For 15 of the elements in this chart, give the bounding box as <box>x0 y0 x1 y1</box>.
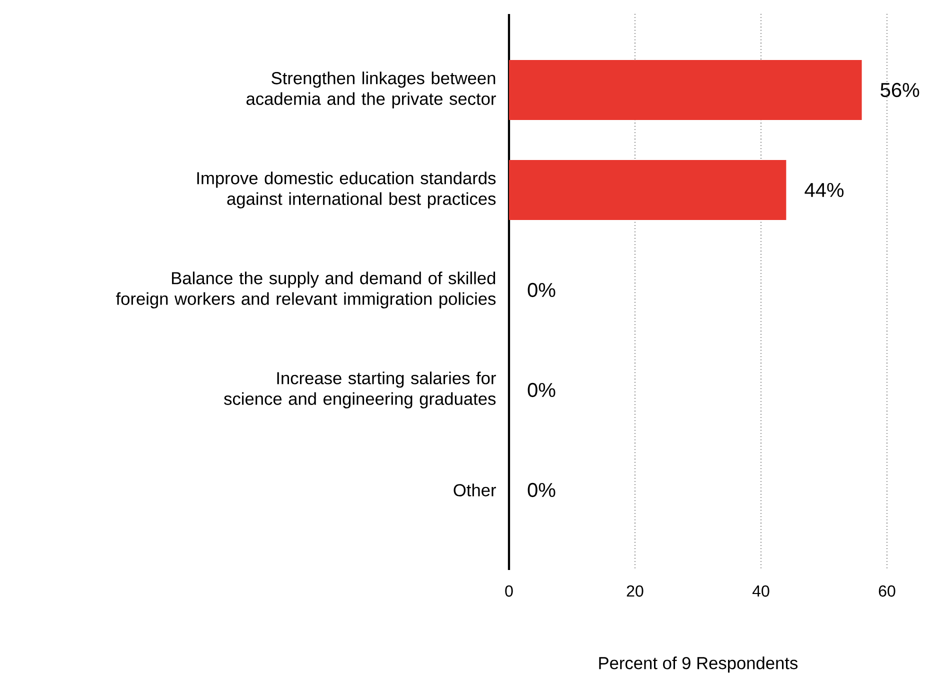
y-tick-label: Strengthen linkages between academia and the private sector <box>246 72 496 108</box>
y-tick-label: Other <box>454 484 496 496</box>
data-label: 56% <box>880 82 920 98</box>
x-tick-label: 60 <box>878 585 896 597</box>
y-tick-label: Increase starting salaries for science and engineering graduates <box>224 372 496 408</box>
x-tick-label: 40 <box>752 585 770 597</box>
x-tick-label: 20 <box>626 585 644 597</box>
data-label: 0% <box>528 282 556 298</box>
y-tick-label: Balance the supply and demand of skilled foreign workers and relevant immigration policies <box>116 272 496 308</box>
data-label: 0% <box>528 482 556 498</box>
data-label: 0% <box>528 382 556 398</box>
y-tick-label: Improve domestic education standards against international best practices <box>197 172 496 208</box>
x-tick-label: 0 <box>505 585 513 597</box>
data-label: 44% <box>804 183 844 198</box>
x-axis-title: Percent of 9 Respondents <box>599 656 798 673</box>
